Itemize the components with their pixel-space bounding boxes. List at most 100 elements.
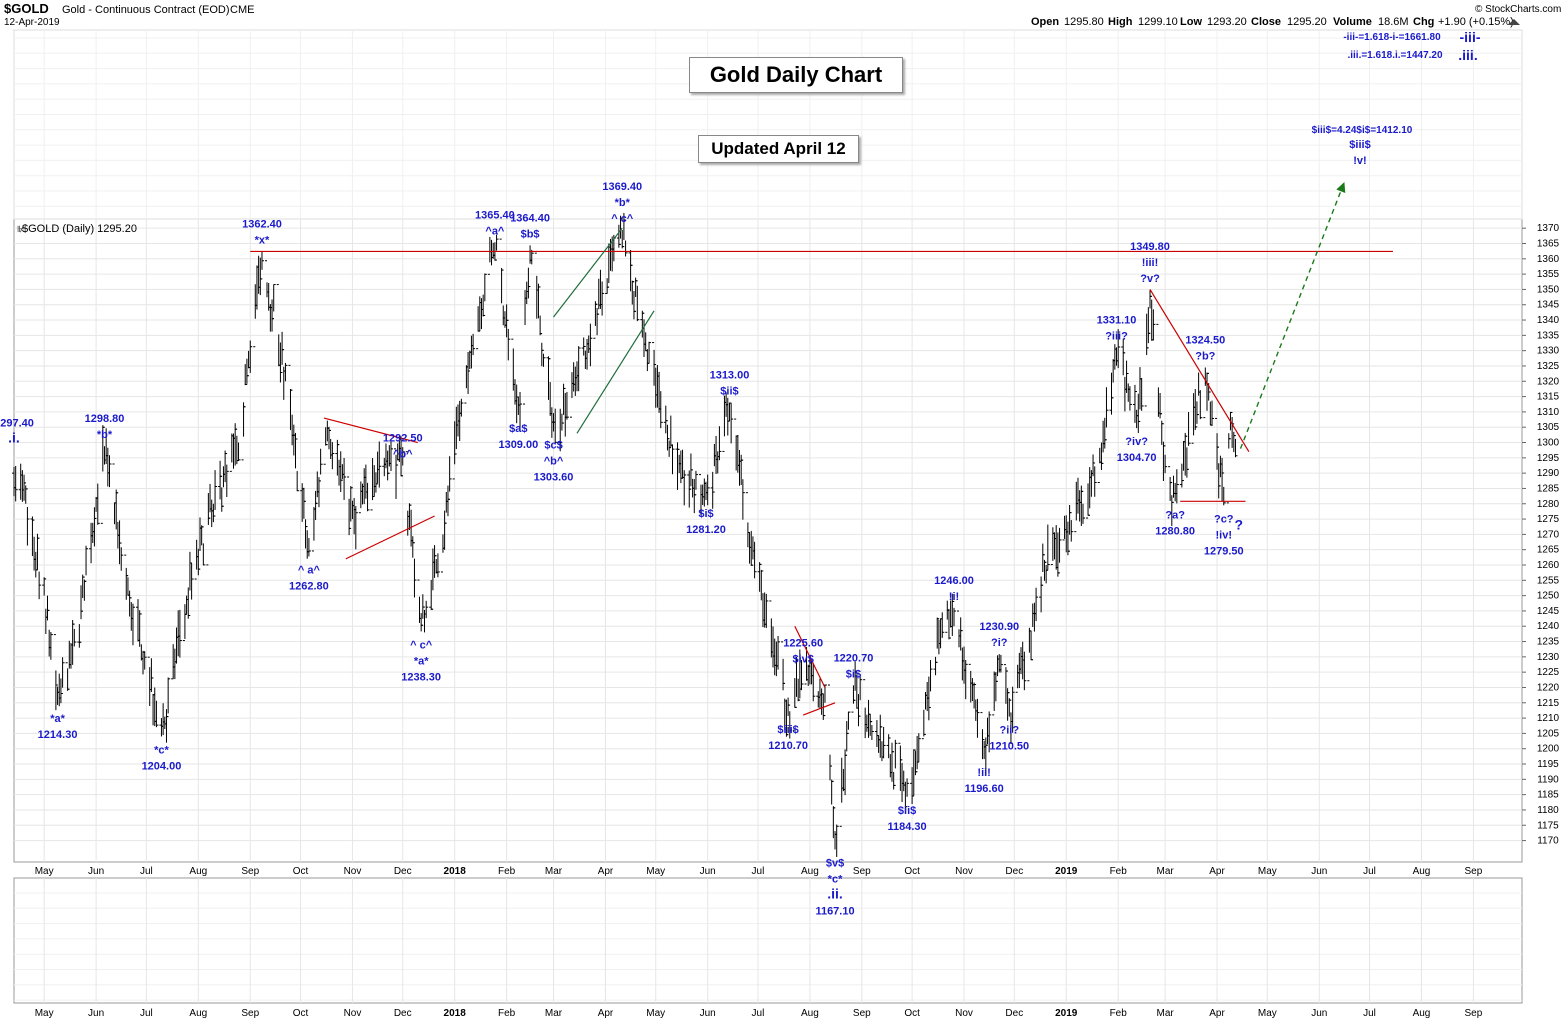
chg-label: Chg bbox=[1413, 16, 1434, 28]
y-tick-label: 1185 bbox=[1537, 790, 1559, 801]
trendline bbox=[323, 417, 418, 444]
x-tick-label: Sep bbox=[241, 866, 259, 877]
x-tick-label: Mar bbox=[545, 866, 563, 877]
x-tick-label: Oct bbox=[293, 866, 309, 877]
x-tick-label: Feb bbox=[1110, 866, 1128, 877]
lower-frame bbox=[13, 877, 1523, 1004]
y-tick-label: 1230 bbox=[1537, 652, 1560, 663]
updated-box: Updated April 12 bbox=[698, 135, 859, 163]
y-tick-label: 1325 bbox=[1537, 361, 1560, 372]
wave-label: ?iii? bbox=[1105, 330, 1128, 342]
projection-line bbox=[1239, 181, 1346, 449]
y-tick-label: 1290 bbox=[1537, 468, 1560, 479]
wave-label: .ii. bbox=[827, 885, 843, 901]
wave-label: $iv$ bbox=[792, 653, 813, 665]
wave-label: $b$ bbox=[521, 228, 540, 240]
y-tick-label: 1320 bbox=[1537, 376, 1560, 387]
wave-label: 1309.00 bbox=[498, 439, 538, 451]
y-tick-label: 1175 bbox=[1537, 820, 1559, 831]
date: 12-Apr-2019 bbox=[4, 17, 60, 28]
y-tick-label: 1195 bbox=[1537, 759, 1559, 770]
wave-label: 1324.50 bbox=[1185, 335, 1225, 347]
x-tick-label: Nov bbox=[955, 866, 973, 877]
wave-label: ?ii? bbox=[999, 725, 1019, 737]
wave-label: 1365.40 bbox=[475, 209, 515, 221]
target-line1: $iii$=4.24$i$=1412.10 bbox=[1312, 125, 1413, 136]
trendline bbox=[345, 515, 435, 560]
projection-arrowhead-icon bbox=[1336, 182, 1346, 193]
wave-label: *x* bbox=[255, 234, 270, 246]
credit: © StockCharts.com bbox=[1475, 4, 1561, 15]
x-tick-label: Aug bbox=[189, 1008, 207, 1019]
wave-label: ?c? bbox=[1214, 513, 1234, 525]
y-tick-label: 1360 bbox=[1537, 254, 1560, 265]
y-tick-label: 1340 bbox=[1537, 315, 1560, 326]
x-tick-label: Jul bbox=[752, 1008, 765, 1019]
y-tick-label: 1330 bbox=[1537, 346, 1560, 357]
wave-label: !i! bbox=[949, 591, 959, 603]
top-right-line2: .iii.=1.618.i.=1447.20 bbox=[1347, 50, 1443, 61]
wave-label: *a* bbox=[50, 713, 65, 725]
wave-label: 1303.60 bbox=[534, 471, 574, 483]
x-tick-label: Jul bbox=[140, 1008, 153, 1019]
x-tick-label: Sep bbox=[853, 866, 871, 877]
top-right-line2-label: .iii. bbox=[1458, 47, 1477, 63]
wave-label: 1238.30 bbox=[401, 671, 441, 683]
high-label: High bbox=[1108, 16, 1133, 28]
x-tick-label: Feb bbox=[498, 866, 516, 877]
top-right-line1: -iii-=1.618-i-=1661.80 bbox=[1343, 32, 1441, 43]
x-tick-label: Sep bbox=[241, 1008, 259, 1019]
y-tick-label: 1180 bbox=[1537, 805, 1559, 816]
wave-label: $ii$ bbox=[898, 805, 916, 817]
wave-label: *c* bbox=[154, 744, 169, 756]
y-tick-label: 1220 bbox=[1537, 682, 1560, 693]
wave-label: 1279.50 bbox=[1204, 545, 1244, 557]
x-tick-label: May bbox=[1258, 1008, 1277, 1019]
wave-label: 1196.60 bbox=[965, 783, 1004, 795]
y-tick-label: 1245 bbox=[1537, 606, 1560, 617]
wave-label: 1246.00 bbox=[934, 575, 974, 587]
exchange: CME bbox=[230, 4, 254, 16]
x-tick-label: Jun bbox=[700, 866, 716, 877]
description: Gold - Continuous Contract (EOD) bbox=[62, 4, 230, 16]
y-tick-label: 1270 bbox=[1537, 529, 1560, 540]
y-tick-label: 1190 bbox=[1537, 774, 1559, 785]
x-tick-label: Jun bbox=[700, 1008, 716, 1019]
x-tick-label: Oct bbox=[904, 1008, 920, 1019]
y-tick-label: 1345 bbox=[1537, 300, 1560, 311]
x-tick-label: Jul bbox=[752, 866, 765, 877]
wave-label: ^ a^ bbox=[298, 564, 321, 576]
upper-area bbox=[13, 29, 1523, 220]
x-tick-label: Sep bbox=[853, 1008, 871, 1019]
wave-label: 1362.40 bbox=[242, 218, 282, 230]
x-tick-label: May bbox=[646, 866, 665, 877]
x-tick-label: Nov bbox=[344, 866, 362, 877]
x-tick-label: Mar bbox=[1156, 866, 1174, 877]
wave-label: 1262.80 bbox=[289, 580, 329, 592]
close-value: 1295.20 bbox=[1287, 16, 1327, 28]
chg-value: +1.90 (+0.15%) bbox=[1438, 16, 1514, 28]
y-tick-label: 1200 bbox=[1537, 744, 1560, 755]
x-tick-label: Oct bbox=[904, 866, 920, 877]
volume-label: Volume bbox=[1333, 16, 1372, 28]
wave-label: $c$ bbox=[544, 439, 562, 451]
wave-label: ^b^ bbox=[393, 448, 413, 460]
x-tick-label: Jun bbox=[88, 1008, 104, 1019]
wave-label: ^ c^ bbox=[410, 639, 433, 651]
x-tick-label: Apr bbox=[598, 866, 614, 877]
wave-label: 1331.10 bbox=[1097, 314, 1137, 326]
y-tick-label: 1265 bbox=[1537, 545, 1560, 556]
x-tick-label: Dec bbox=[1005, 1008, 1023, 1019]
y-tick-label: 1225 bbox=[1537, 667, 1560, 678]
x-tick-label: Sep bbox=[1465, 1008, 1483, 1019]
wave-label: ?i? bbox=[991, 637, 1008, 649]
wave-label: $a$ bbox=[509, 423, 527, 435]
price-panel: 1170 1175 1180 1185 1190 1195 1200 1205 1210 1215… bbox=[12, 29, 1560, 877]
x-tick-label: Jun bbox=[1311, 1008, 1327, 1019]
x-tick-label: Sep bbox=[1465, 866, 1483, 877]
wave-label: 1364.40 bbox=[510, 212, 550, 224]
wave-label: !ii! bbox=[977, 767, 990, 779]
wave-label: *a* bbox=[414, 655, 429, 667]
y-tick-label: 1305 bbox=[1537, 422, 1560, 433]
